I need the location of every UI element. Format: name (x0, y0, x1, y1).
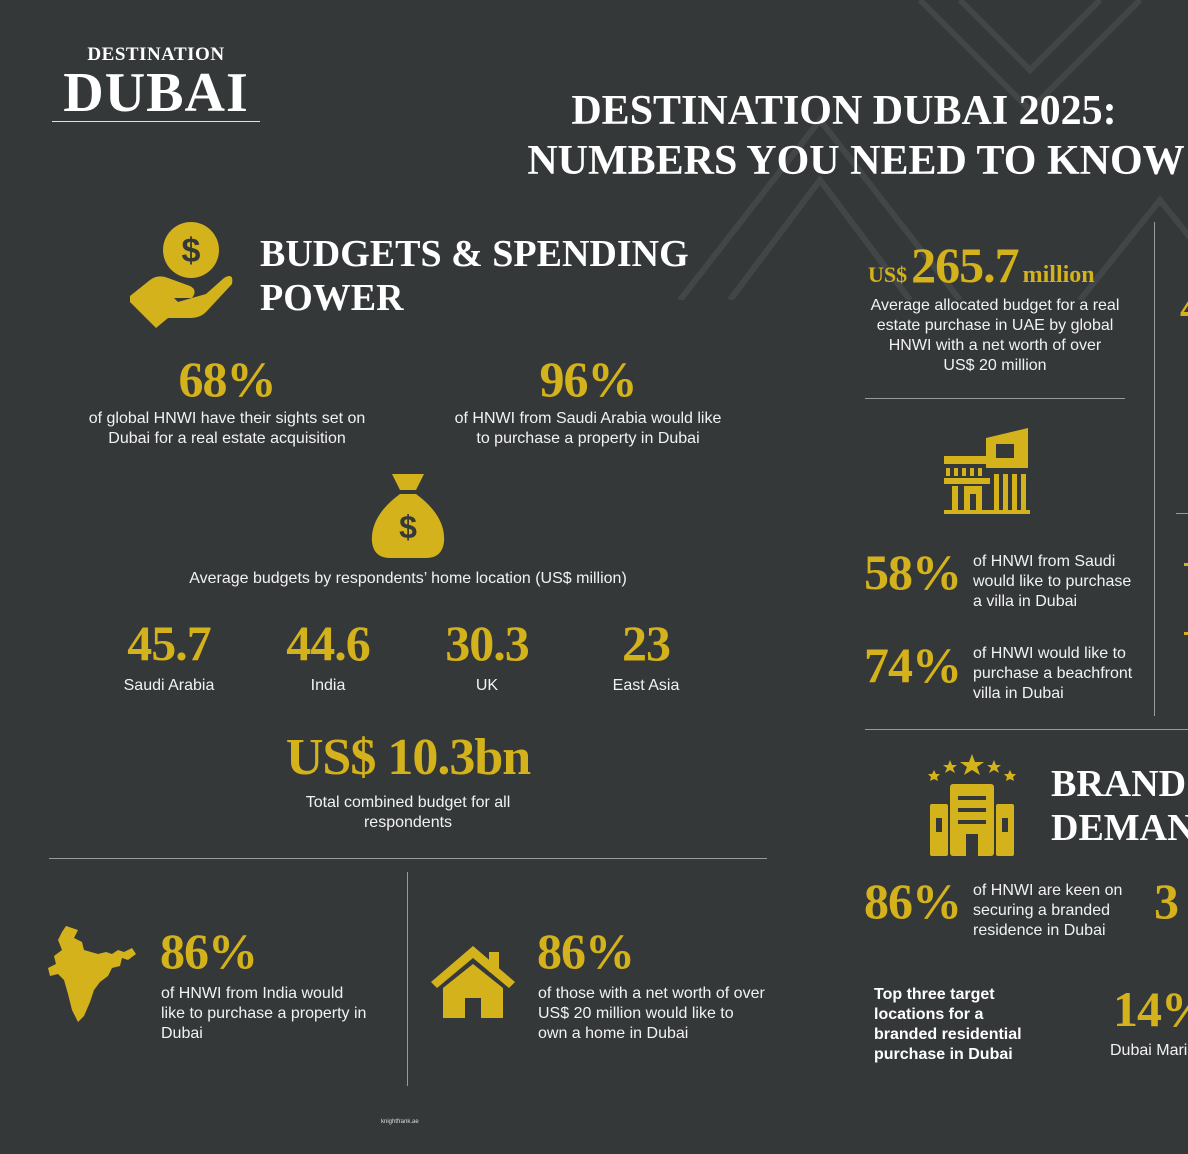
avg-budget-text: Average allocated budget for a real esta… (858, 296, 1132, 376)
networth-text-line2: US$ 20 million would like to (538, 1005, 734, 1022)
india-value: 86% (160, 923, 258, 979)
total-budget-text-line2: respondents (363, 814, 453, 831)
beach-text-line2: purchase a beachfront (973, 665, 1133, 682)
stat-96-value: 96% (539, 351, 638, 407)
villa-text: of HNWI from Saudi would like to purchas… (973, 552, 1153, 612)
villa-value: 58% (864, 544, 962, 600)
stat-96-text: of HNWI from Saudi Arabia would like to … (418, 409, 758, 449)
branded-text: of HNWI are keen on securing a branded r… (973, 881, 1143, 941)
right-column-divider (1154, 222, 1155, 716)
villa-text-line3: a villa in Dubai (973, 593, 1078, 610)
india-text-line1: of HNWI from India would (161, 985, 344, 1002)
networth-text: of those with a net worth of over US$ 20… (538, 984, 778, 1044)
branded-text-line3: residence in Dubai (973, 922, 1106, 939)
beach-text-line1: of HNWI would like to (973, 645, 1126, 662)
beach-value: 74% (864, 637, 962, 693)
page-title-line1: DESTINATION DUBAI 2025: (571, 88, 1117, 134)
branded-text-line2: securing a branded (973, 902, 1110, 919)
location-value: 30.3 (445, 615, 530, 671)
money-bag-icon: $ (371, 474, 445, 558)
location-budget-saudi: 45.7 Saudi Arabia (89, 618, 249, 696)
top-three-line2: locations for a (874, 1006, 984, 1023)
branded-heading-line2: DEMAN (1051, 807, 1188, 849)
top-three-line3: branded residential (874, 1026, 1022, 1043)
location-budget-east-asia: 23 East Asia (566, 618, 726, 696)
location-value: 45.7 (127, 615, 212, 671)
beach-text-line3: villa in Dubai (973, 685, 1064, 702)
india-text: of HNWI from India would like to purchas… (161, 984, 391, 1044)
stat-68-value: 68% (178, 351, 277, 407)
total-budget-text: Total combined budget for all respondent… (248, 793, 568, 833)
india-map-icon (48, 926, 136, 1022)
stat-68-text-line1: of global HNWI have their sights set on (88, 410, 366, 427)
avg-budget-text-line1: Average allocated budget for a real (870, 297, 1120, 314)
budgets-heading: BUDGETS & SPENDING POWER (260, 232, 689, 320)
branded-residence-icon (928, 754, 1016, 856)
villa-text-line1: of HNWI from Saudi (973, 553, 1116, 570)
location-name: India (310, 677, 346, 694)
logo-main-text: DUBAI (63, 62, 249, 124)
top-three-line4: purchase in Dubai (874, 1046, 1013, 1063)
marina-value: 14% (1113, 981, 1188, 1037)
partial-edge-glyph: 4 (1180, 288, 1188, 328)
right-divider-2 (865, 729, 1188, 730)
right-edge-divider (1176, 513, 1188, 514)
top-three-line1: Top three target (874, 986, 995, 1003)
partial-stat-value: 3 (1154, 873, 1179, 929)
india-text-line3: Dubai (161, 1025, 203, 1042)
stat-96-text-line1: of HNWI from Saudi Arabia would like (454, 410, 722, 427)
branded-heading-line1: BRAND (1051, 763, 1187, 805)
location-budget-uk: 30.3 UK (407, 618, 567, 696)
india-text-line2: like to purchase a property in (161, 1005, 367, 1022)
section-divider (49, 858, 767, 859)
page-title: DESTINATION DUBAI 2025: NUMBERS YOU NEED… (500, 86, 1188, 186)
background-pattern (677, 0, 1188, 300)
page-title-line2: NUMBERS YOU NEED TO KNOW (527, 138, 1185, 184)
stat-96-text-line2: to purchase a property in Dubai (476, 430, 700, 447)
house-icon (431, 946, 515, 1018)
location-name: UK (475, 677, 499, 694)
location-name: Saudi Arabia (123, 677, 215, 694)
right-divider-1 (865, 398, 1125, 399)
total-budget-text-line1: Total combined budget for all (305, 794, 511, 811)
branded-value: 86% (864, 873, 962, 929)
location-value: 44.6 (286, 615, 371, 671)
bottom-column-divider (407, 872, 408, 1086)
stat-68-text: of global HNWI have their sights set on … (60, 409, 394, 449)
stat-68-text-line2: Dubai for a real estate acquisition (108, 430, 346, 447)
total-budget-value: US$ 10.3bn (285, 729, 531, 786)
avg-budget-value: 265.7 (911, 237, 1019, 293)
avg-budget-text-line2: estate purchase in UAE by global (876, 317, 1114, 334)
hand-coin-icon: $ (130, 222, 233, 328)
avg-budget-text-line4: US$ 20 million (943, 357, 1047, 374)
branded-text-line1: of HNWI are keen on (973, 882, 1123, 899)
networth-text-line1: of those with a net worth of over (538, 985, 765, 1002)
branded-heading: BRAND DEMAN (1051, 762, 1188, 850)
svg-text:$: $ (182, 232, 201, 270)
top-three-label: Top three target locations for a branded… (874, 985, 1074, 1065)
villa-building-icon (944, 428, 1030, 514)
logo-underline (52, 121, 260, 122)
beach-text: of HNWI would like to purchase a beachfr… (973, 644, 1153, 704)
footer-url[interactable]: knightfrank.ae (381, 1119, 419, 1125)
avg-budget-prefix: US$ (868, 262, 908, 287)
avg-budget-figure: US$ 265.7 million (868, 236, 1095, 294)
avg-budget-text-line3: HNWI with a net worth of over (888, 337, 1102, 354)
edge-mark-1 (1184, 563, 1188, 566)
svg-text:$: $ (399, 509, 417, 545)
location-budget-india: 44.6 India (248, 618, 408, 696)
networth-value: 86% (537, 923, 635, 979)
logo: DESTINATION DUBAI (52, 44, 260, 124)
networth-text-line3: own a home in Dubai (538, 1025, 689, 1042)
budgets-heading-line2: POWER (260, 277, 404, 319)
budgets-heading-line1: BUDGETS & SPENDING (260, 233, 689, 275)
avg-budget-suffix: million (1022, 262, 1095, 288)
location-value: 23 (622, 615, 671, 671)
marina-label: Dubai Mari (1110, 1042, 1188, 1059)
villa-text-line2: would like to purchase (973, 573, 1132, 590)
average-budgets-label: Average budgets by respondents’ home loc… (189, 570, 627, 587)
location-name: East Asia (612, 677, 680, 694)
edge-mark-2 (1184, 632, 1188, 635)
logo-top-text: DESTINATION (87, 44, 225, 65)
